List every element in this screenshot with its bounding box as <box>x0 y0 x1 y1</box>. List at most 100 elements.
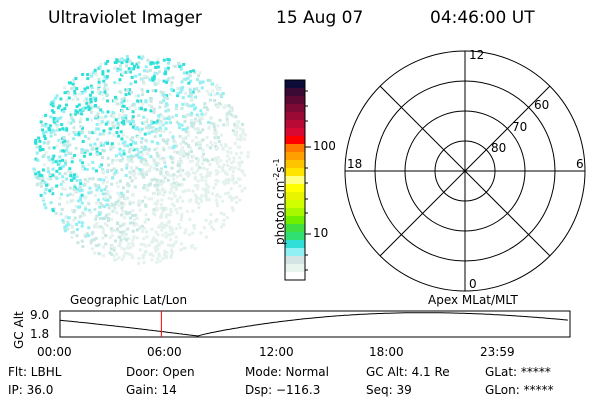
image-pixel <box>69 151 73 155</box>
image-pixel <box>121 116 125 120</box>
image-pixel <box>237 177 241 181</box>
image-pixel <box>89 84 93 88</box>
image-pixel <box>133 107 137 111</box>
image-pixel <box>142 115 146 119</box>
image-pixel <box>78 205 82 209</box>
colorbar-swatch <box>285 248 305 257</box>
image-pixel <box>51 173 55 177</box>
image-pixel <box>53 132 57 136</box>
image-pixel <box>180 80 184 84</box>
image-pixel <box>80 221 84 225</box>
image-pixel <box>178 183 182 187</box>
image-pixel <box>192 171 196 175</box>
image-pixel <box>126 155 130 159</box>
image-pixel <box>103 233 107 237</box>
image-pixel <box>54 118 58 122</box>
image-pixel <box>83 196 87 200</box>
image-pixel <box>131 243 135 247</box>
image-pixel <box>44 151 48 155</box>
image-pixel <box>101 169 105 173</box>
image-pixel <box>185 113 189 117</box>
image-pixel <box>243 186 247 190</box>
colorbar-swatch <box>285 104 305 113</box>
image-pixel <box>213 136 217 140</box>
image-pixel <box>112 115 116 119</box>
image-pixel <box>238 184 242 188</box>
image-pixel <box>233 122 237 126</box>
image-pixel <box>222 212 226 216</box>
image-pixel <box>237 161 241 165</box>
image-pixel <box>225 123 229 127</box>
image-pixel <box>140 127 144 131</box>
image-pixel <box>142 120 146 124</box>
image-pixel <box>216 179 220 183</box>
image-pixel <box>184 142 188 146</box>
image-pixel <box>153 135 157 139</box>
image-pixel <box>83 106 87 110</box>
image-pixel <box>122 194 126 198</box>
image-pixel <box>125 163 129 167</box>
image-pixel <box>196 131 200 135</box>
image-pixel <box>125 60 129 64</box>
image-pixel <box>52 116 56 120</box>
image-pixel <box>171 156 175 160</box>
image-pixel <box>151 157 155 161</box>
image-pixel <box>233 141 237 145</box>
image-pixel <box>161 138 165 142</box>
image-pixel <box>59 182 63 186</box>
image-pixel <box>52 120 56 124</box>
image-pixel <box>120 206 124 210</box>
image-pixel <box>238 164 242 168</box>
image-pixel <box>52 129 56 133</box>
image-pixel <box>166 97 170 101</box>
image-pixel <box>125 183 129 187</box>
image-pixel <box>207 120 211 124</box>
image-pixel <box>189 90 193 94</box>
image-pixel <box>50 188 54 192</box>
image-pixel <box>77 199 81 203</box>
image-pixel <box>127 246 131 250</box>
image-pixel <box>117 193 121 197</box>
image-pixel <box>123 96 127 100</box>
image-pixel <box>155 121 159 125</box>
image-pixel <box>100 120 104 124</box>
image-pixel <box>112 167 116 171</box>
image-pixel <box>116 171 120 175</box>
image-pixel <box>181 85 185 89</box>
image-pixel <box>229 187 233 191</box>
image-pixel <box>225 181 229 185</box>
image-pixel <box>168 93 172 97</box>
image-pixel <box>61 175 65 179</box>
image-pixel <box>66 223 70 227</box>
image-pixel <box>79 131 83 135</box>
mlt-6-label: 6 <box>576 157 584 171</box>
image-pixel <box>186 153 190 157</box>
image-pixel <box>152 107 156 111</box>
image-pixel <box>198 71 202 75</box>
image-pixel <box>111 158 115 162</box>
image-pixel <box>91 167 95 171</box>
image-pixel <box>94 244 98 248</box>
image-pixel <box>101 204 105 208</box>
image-pixel <box>181 146 185 150</box>
image-pixel <box>128 200 132 204</box>
image-pixel <box>157 254 161 258</box>
image-pixel <box>94 98 98 102</box>
image-pixel <box>173 144 177 148</box>
image-pixel <box>138 106 142 110</box>
image-pixel <box>216 124 220 128</box>
image-pixel <box>164 72 168 76</box>
image-pixel <box>108 203 112 207</box>
image-pixel <box>81 126 85 130</box>
image-pixel <box>89 210 93 214</box>
image-pixel <box>118 243 122 247</box>
image-pixel <box>160 215 164 219</box>
image-pixel <box>148 243 152 247</box>
image-pixel <box>217 165 221 169</box>
image-pixel <box>174 240 178 244</box>
image-pixel <box>114 61 118 65</box>
image-pixel <box>69 121 73 125</box>
image-pixel <box>128 92 132 96</box>
image-pixel <box>38 148 42 152</box>
image-pixel <box>215 201 219 205</box>
